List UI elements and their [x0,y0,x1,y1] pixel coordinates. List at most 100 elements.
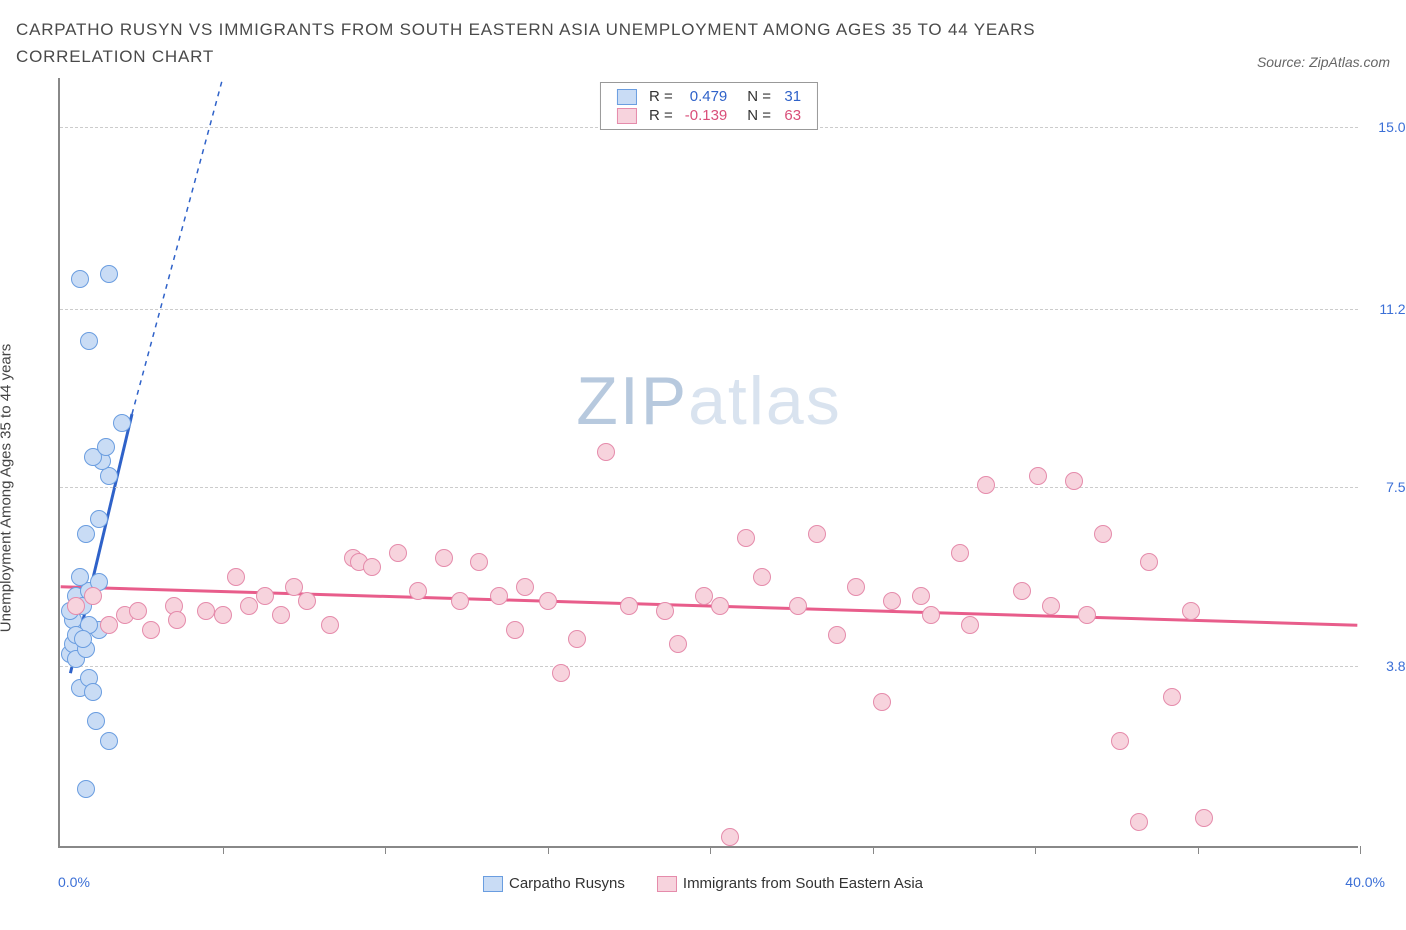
data-point [1111,732,1129,750]
data-point [90,510,108,528]
data-point [883,592,901,610]
data-point [435,549,453,567]
data-point [77,780,95,798]
data-point [1065,472,1083,490]
data-point [1182,602,1200,620]
gridline [60,309,1358,310]
x-tick [385,846,386,854]
chart-title: CARPATHO RUSYN VS IMMIGRANTS FROM SOUTH … [16,16,1116,70]
data-point [1042,597,1060,615]
data-point [168,611,186,629]
data-point [77,525,95,543]
trend-lines-layer [60,78,1358,846]
plot-area: ZIPatlas R =0.479N =31R =-0.139N =63 3.8… [58,78,1358,848]
data-point [197,602,215,620]
data-point [84,683,102,701]
data-point [873,693,891,711]
data-point [847,578,865,596]
data-point [71,270,89,288]
data-point [1130,813,1148,831]
x-tick [223,846,224,854]
legend-item: Carpatho Rusyns [483,875,625,892]
data-point [516,578,534,596]
data-point [256,587,274,605]
data-point [71,568,89,586]
data-point [1078,606,1096,624]
data-point [1029,467,1047,485]
data-point [912,587,930,605]
data-point [1013,582,1031,600]
data-point [737,529,755,547]
data-point [363,558,381,576]
data-point [656,602,674,620]
data-point [695,587,713,605]
gridline [60,666,1358,667]
data-point [789,597,807,615]
data-point [922,606,940,624]
data-point [80,332,98,350]
data-point [129,602,147,620]
legend-item: Immigrants from South Eastern Asia [657,875,923,892]
x-tick [548,846,549,854]
x-min-label: 0.0% [58,874,90,890]
x-tick [873,846,874,854]
data-point [100,732,118,750]
y-tick-label: 11.2% [1379,301,1406,317]
watermark-light: atlas [688,363,842,439]
data-point [451,592,469,610]
data-point [1195,809,1213,827]
data-point [961,616,979,634]
data-point [828,626,846,644]
x-tick [1198,846,1199,854]
data-point [272,606,290,624]
watermark-bold: ZIP [576,363,688,439]
data-point [1140,553,1158,571]
gridline [60,487,1358,488]
data-point [74,630,92,648]
stats-legend: R =0.479N =31R =-0.139N =63 [600,82,818,130]
data-point [470,553,488,571]
data-point [214,606,232,624]
data-point [506,621,524,639]
data-point [389,544,407,562]
data-point [552,664,570,682]
data-point [227,568,245,586]
data-point [240,597,258,615]
data-point [1094,525,1112,543]
data-point [721,828,739,846]
y-axis-label: Unemployment Among Ages 35 to 44 years [0,344,15,633]
data-point [977,476,995,494]
data-point [87,712,105,730]
data-point [142,621,160,639]
data-point [321,616,339,634]
data-point [711,597,729,615]
watermark: ZIPatlas [576,362,841,440]
data-point [113,414,131,432]
data-point [539,592,557,610]
data-point [285,578,303,596]
data-point [1163,688,1181,706]
data-point [951,544,969,562]
x-tick [1360,846,1361,854]
data-point [490,587,508,605]
y-tick-label: 15.0% [1378,119,1406,135]
y-tick-label: 3.8% [1386,658,1406,674]
chart-container: Unemployment Among Ages 35 to 44 years Z… [16,78,1390,898]
data-point [597,443,615,461]
data-point [84,587,102,605]
data-point [753,568,771,586]
data-point [67,597,85,615]
data-point [97,438,115,456]
x-tick [710,846,711,854]
series-legend: Carpatho Rusyns Immigrants from South Eas… [467,875,939,892]
x-max-label: 40.0% [1345,874,1385,890]
data-point [100,265,118,283]
data-point [808,525,826,543]
data-point [298,592,316,610]
source-attribution: Source: ZipAtlas.com [1257,54,1390,70]
y-tick-label: 7.5% [1386,479,1406,495]
data-point [100,616,118,634]
data-point [409,582,427,600]
data-point [568,630,586,648]
x-tick [1035,846,1036,854]
